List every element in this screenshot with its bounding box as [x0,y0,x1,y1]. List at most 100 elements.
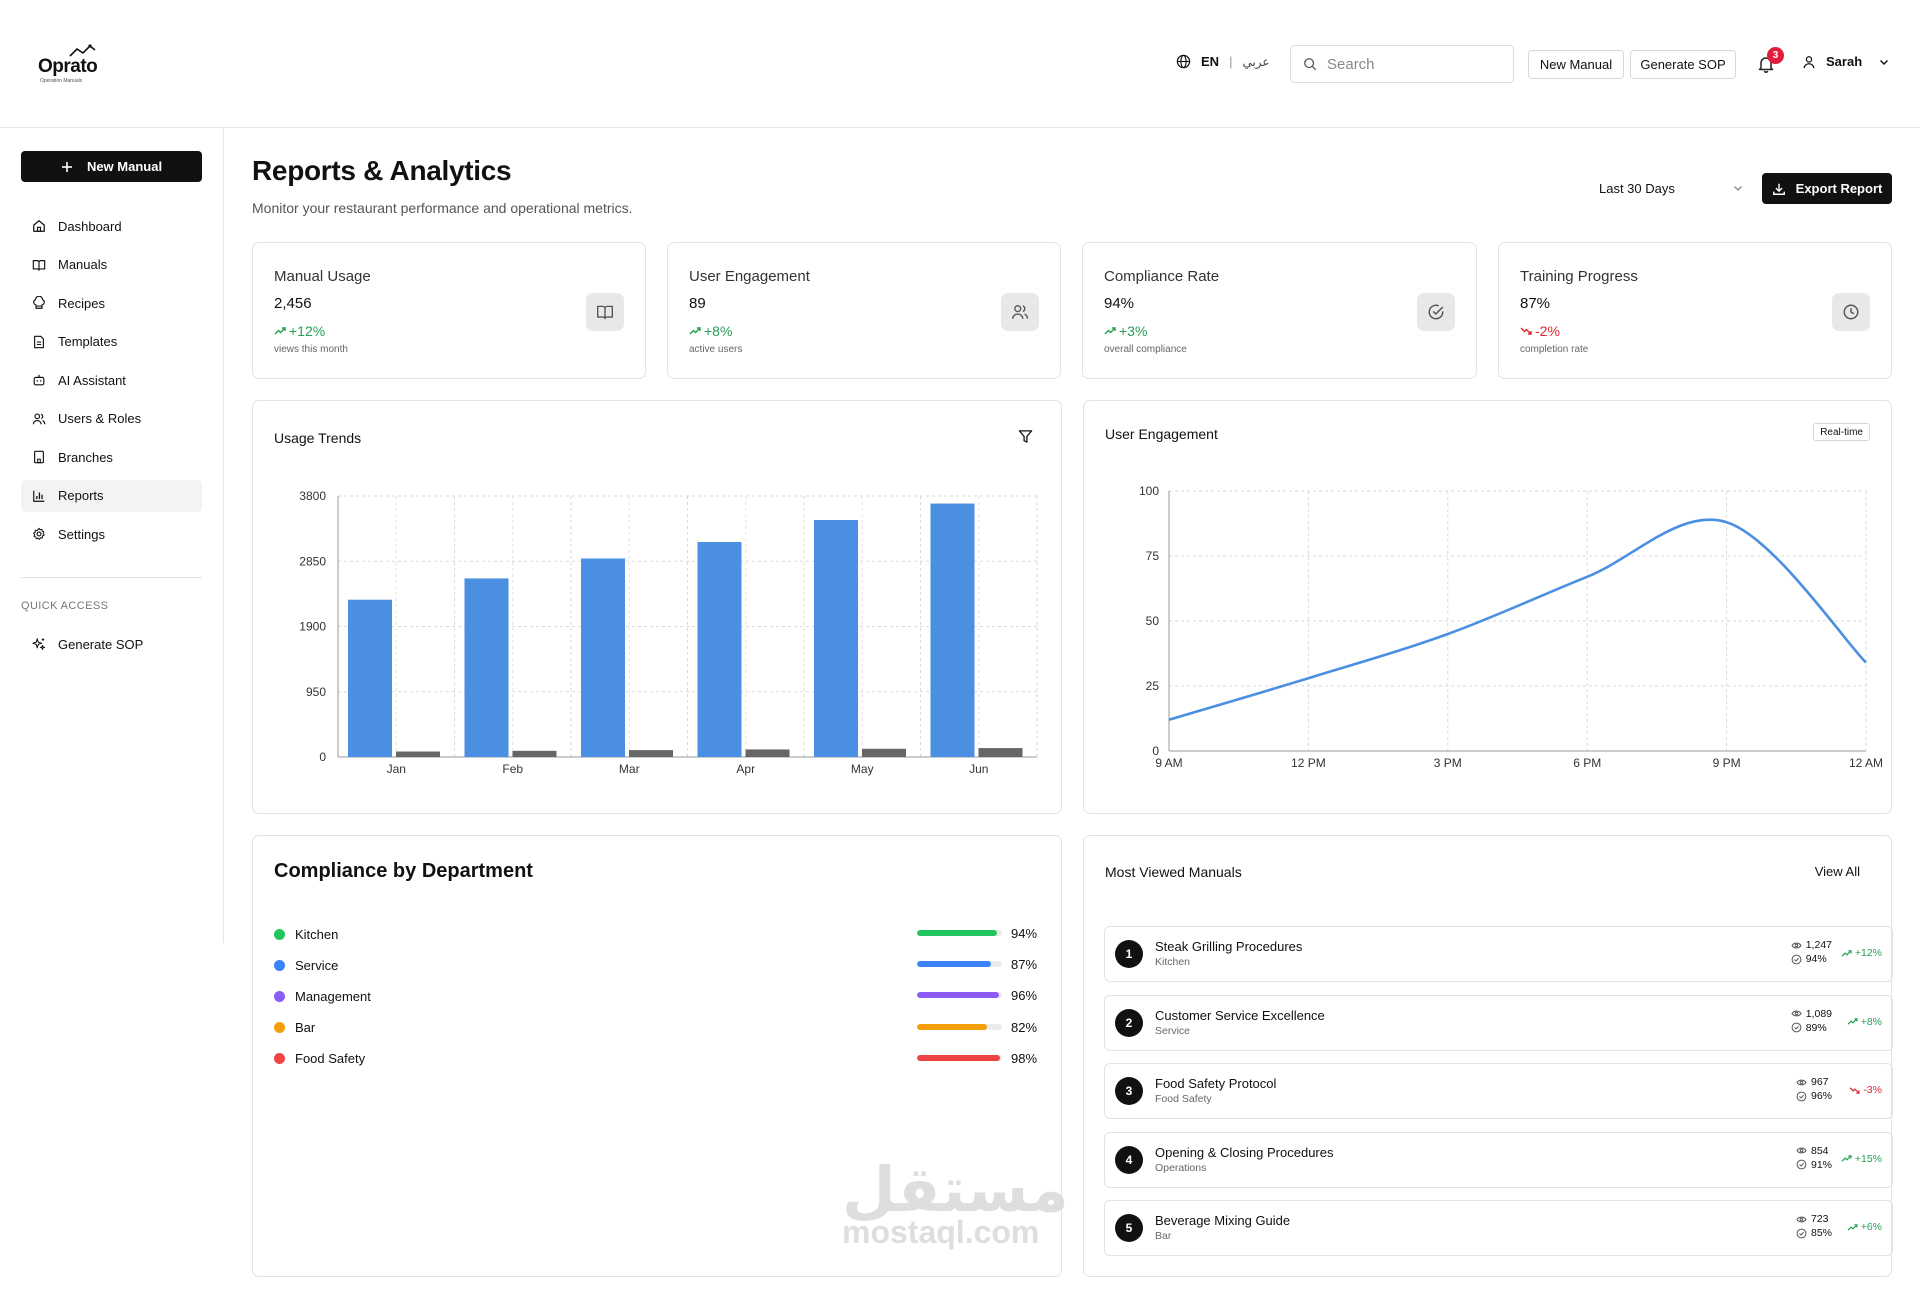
x-tick-label: Feb [502,762,523,776]
most-viewed-item[interactable]: 2 Customer Service Excellence Service 1,089… [1104,994,1893,1051]
department-color-dot [274,1022,285,1034]
quick-access-title: QUICK ACCESS [21,600,109,612]
gear-icon [33,527,45,540]
page-subtitle: Monitor your restaurant performance and … [252,200,633,216]
logo[interactable]: Oprato Operation Manuals [38,44,108,84]
y-tick-label: 3800 [299,489,326,503]
export-label: Export Report [1795,181,1883,196]
department-color-dot [274,1053,285,1065]
logo-subtitle: Operation Manuals [40,78,83,84]
file-icon [34,335,44,348]
department-name: Management [295,988,371,1004]
sidebar-item-recipes[interactable]: Recipes [21,287,202,319]
manual-stats: 967 96% [1796,1075,1832,1103]
sidebar-item-templates[interactable]: Templates [21,326,202,358]
bar [930,503,975,757]
sidebar-new-manual-button[interactable]: New Manual [21,151,202,182]
department-name: Food Safety [295,1051,366,1067]
eye-icon [1791,942,1802,948]
stat-icon-box [1001,293,1039,331]
compliance-title: Compliance by Department [274,860,533,882]
sidebar-item-ai-assistant[interactable]: AI Assistant [21,364,202,396]
department-value: 96% [1011,988,1038,1004]
manual-title: Customer Service Excellence [1155,1007,1325,1023]
logo-word: Oprato [38,56,98,77]
lang-ar[interactable]: عربي [1242,54,1270,69]
home-icon [33,220,45,232]
language-switcher[interactable]: EN | عربي [1176,54,1270,69]
stat-title: User Engagement [689,268,810,285]
x-tick-label: Jun [969,762,988,776]
building-icon [34,450,44,464]
trending-down-icon [1849,1086,1860,1094]
quick-access-generate-sop[interactable]: Generate SOP [21,628,202,660]
usage-trends-title: Usage Trends [274,430,362,446]
header-generate-sop-button[interactable]: Generate SOP [1630,50,1736,79]
view-all-link[interactable]: View All [1814,864,1860,879]
filter-icon[interactable] [1018,429,1033,444]
sidebar-item-dashboard[interactable]: Dashboard [21,210,202,242]
sidebar-item-branches[interactable]: Branches [21,441,202,473]
stat-change-value: +12% [289,323,326,339]
department-progress-fill [917,1054,1001,1061]
search-input[interactable] [1327,55,1497,73]
stat-value: 89 [689,295,706,312]
header-new-manual-button[interactable]: New Manual [1528,50,1624,79]
bar [862,748,906,757]
x-tick-label: Jan [387,762,406,776]
y-tick-label: 950 [306,685,326,699]
chevron-down-icon [1880,59,1889,65]
x-tick-label: 9 AM [1155,756,1182,770]
manual-views: 1,247 [1805,939,1832,951]
department-value: 87% [1011,957,1038,973]
export-report-button[interactable]: Export Report [1762,173,1892,204]
bar [814,520,858,757]
sidebar-item-users-roles[interactable]: Users & Roles [21,403,202,435]
department-value: 98% [1011,1050,1038,1066]
stat-note: completion rate [1520,344,1589,355]
most-viewed-item[interactable]: 3 Food Safety Protocol Food Safety 967 96% -3… [1104,1063,1893,1119]
check-circle-icon [1796,1091,1807,1101]
trending-up-icon [1847,1018,1858,1025]
bar-chart-icon [33,490,45,502]
most-viewed-item[interactable]: 1 Steak Grilling Procedures Kitchen 1,247 94… [1104,926,1893,982]
stat-note: views this month [274,344,348,355]
trending-down-icon [1520,327,1532,335]
most-viewed-item[interactable]: 4 Opening & Closing Procedures Operations 8… [1104,1131,1893,1188]
eye-icon [1796,1147,1807,1154]
manual-compliance: 85% [1810,1227,1832,1239]
check-circle-icon [1791,954,1802,964]
department-progress-bar [917,1023,1002,1030]
date-range-select[interactable]: Last 30 Days [1598,173,1744,203]
department-row: Kitchen 94% [274,924,1044,944]
manual-title: Steak Grilling Procedures [1155,939,1303,954]
sidebar-item-manuals[interactable]: Manuals [21,249,202,281]
book-icon [597,305,613,320]
search-box[interactable] [1290,45,1514,83]
sidebar-item-settings[interactable]: Settings [21,518,202,550]
plus-icon [61,161,72,172]
manual-trend-value: +8% [1860,1015,1882,1028]
stat-change: +12% [274,323,325,339]
sidebar-item-reports[interactable]: Reports [21,479,202,512]
department-row: Bar 82% [274,1018,1044,1038]
logo-mark-icon [69,44,96,57]
trending-up-icon [274,327,286,335]
y-tick-label: 1900 [299,620,326,634]
most-viewed-item[interactable]: 5 Beverage Mixing Guide Bar 723 85% +6% [1104,1200,1893,1256]
department-progress-fill [917,992,999,999]
trending-up-icon [1847,1223,1858,1231]
department-progress-fill [917,1023,987,1030]
department-progress-fill [917,930,997,936]
bar [978,748,1023,757]
check-circle-icon [1791,1022,1802,1033]
stat-value: 94% [1104,295,1135,312]
globe-icon [1176,54,1191,69]
manual-trend: +6% [1847,1221,1882,1233]
x-tick-label: Apr [736,762,755,776]
lang-en[interactable]: EN [1201,54,1220,69]
y-tick-label: 2850 [299,554,326,568]
user-menu[interactable]: Sarah [1802,54,1890,69]
manual-compliance: 91% [1810,1158,1832,1171]
sparkles-icon [32,638,46,650]
